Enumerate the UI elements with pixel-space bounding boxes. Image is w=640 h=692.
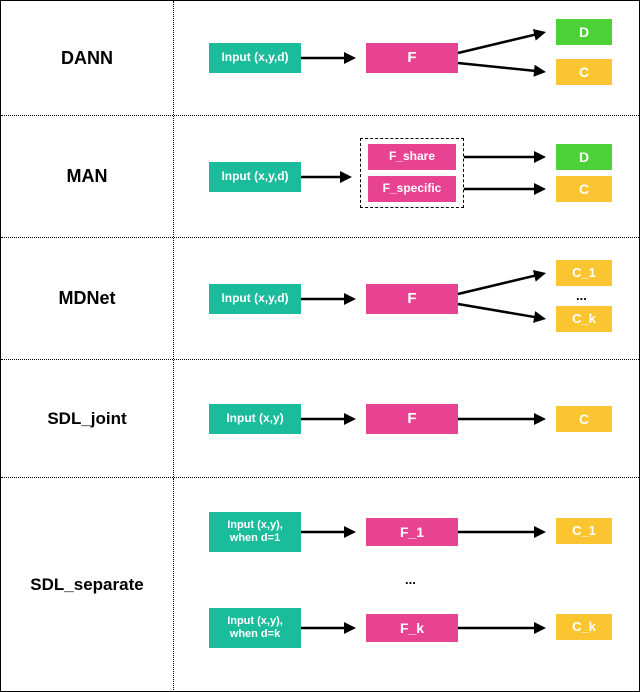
discriminator-box: D (556, 144, 612, 170)
row-label-sdl-joint: SDL_joint (1, 360, 173, 477)
classifier-box: C_1 (556, 260, 612, 286)
row-content-mdnet: Input (x,y,d) F C_1 ... C_k (173, 238, 639, 359)
classifier-box: C_k (556, 306, 612, 332)
input-box: Input (x,y,d) (209, 162, 301, 192)
input-box: Input (x,y),when d=1 (209, 512, 301, 552)
feature-specific-box: F_specific (368, 176, 456, 202)
row-content-sdl-joint: Input (x,y) F C (173, 360, 639, 477)
row-content-dann: Input (x,y,d) F D C (173, 1, 639, 115)
arrow (452, 145, 558, 169)
arrow (289, 616, 368, 640)
arrow (289, 165, 364, 189)
classifier-box: C (556, 406, 612, 432)
classifier-box: C (556, 176, 612, 202)
arrow (446, 407, 558, 431)
feature-box: F_k (366, 614, 458, 642)
input-box: Input (x,y) (209, 404, 301, 434)
row-label-man: MAN (1, 116, 173, 237)
diagram-container: DANN Input (x,y,d) F D C MAN Input (x,y,… (0, 0, 640, 692)
row-mdnet: MDNet Input (x,y,d) F C_1 ... C_k (1, 238, 639, 360)
arrow (446, 292, 558, 331)
input-box: Input (x,y,d) (209, 43, 301, 73)
input-box: Input (x,y),when d=k (209, 608, 301, 648)
arrow (446, 520, 558, 544)
row-content-sdl-separate: Input (x,y),when d=1 F_1 C_1 ... Input (… (173, 478, 639, 692)
arrow (289, 287, 368, 311)
row-man: MAN Input (x,y,d) F_share F_specific D C (1, 116, 639, 238)
input-box: Input (x,y,d) (209, 284, 301, 314)
row-label-sdl-separate: SDL_separate (1, 478, 173, 692)
feature-box: F (366, 43, 458, 73)
row-sdl-joint: SDL_joint Input (x,y) F C (1, 360, 639, 478)
arrow (446, 51, 558, 84)
arrow (289, 520, 368, 544)
ellipsis: ... (405, 572, 416, 587)
row-sdl-separate: SDL_separate Input (x,y),when d=1 F_1 C_… (1, 478, 639, 692)
feature-share-box: F_share (368, 144, 456, 170)
row-dann: DANN Input (x,y,d) F D C (1, 1, 639, 116)
arrow (452, 177, 558, 201)
row-label-dann: DANN (1, 1, 173, 115)
classifier-box: C_1 (556, 518, 612, 544)
feature-box: F (366, 404, 458, 434)
classifier-box: C_k (556, 614, 612, 640)
feature-box: F_1 (366, 518, 458, 546)
classifier-box: C (556, 59, 612, 85)
arrow (289, 46, 368, 70)
ellipsis: ... (576, 288, 587, 303)
discriminator-box: D (556, 19, 612, 45)
row-label-mdnet: MDNet (1, 238, 173, 359)
arrow (289, 407, 368, 431)
row-content-man: Input (x,y,d) F_share F_specific D C (173, 116, 639, 237)
feature-box: F (366, 284, 458, 314)
arrow (446, 616, 558, 640)
